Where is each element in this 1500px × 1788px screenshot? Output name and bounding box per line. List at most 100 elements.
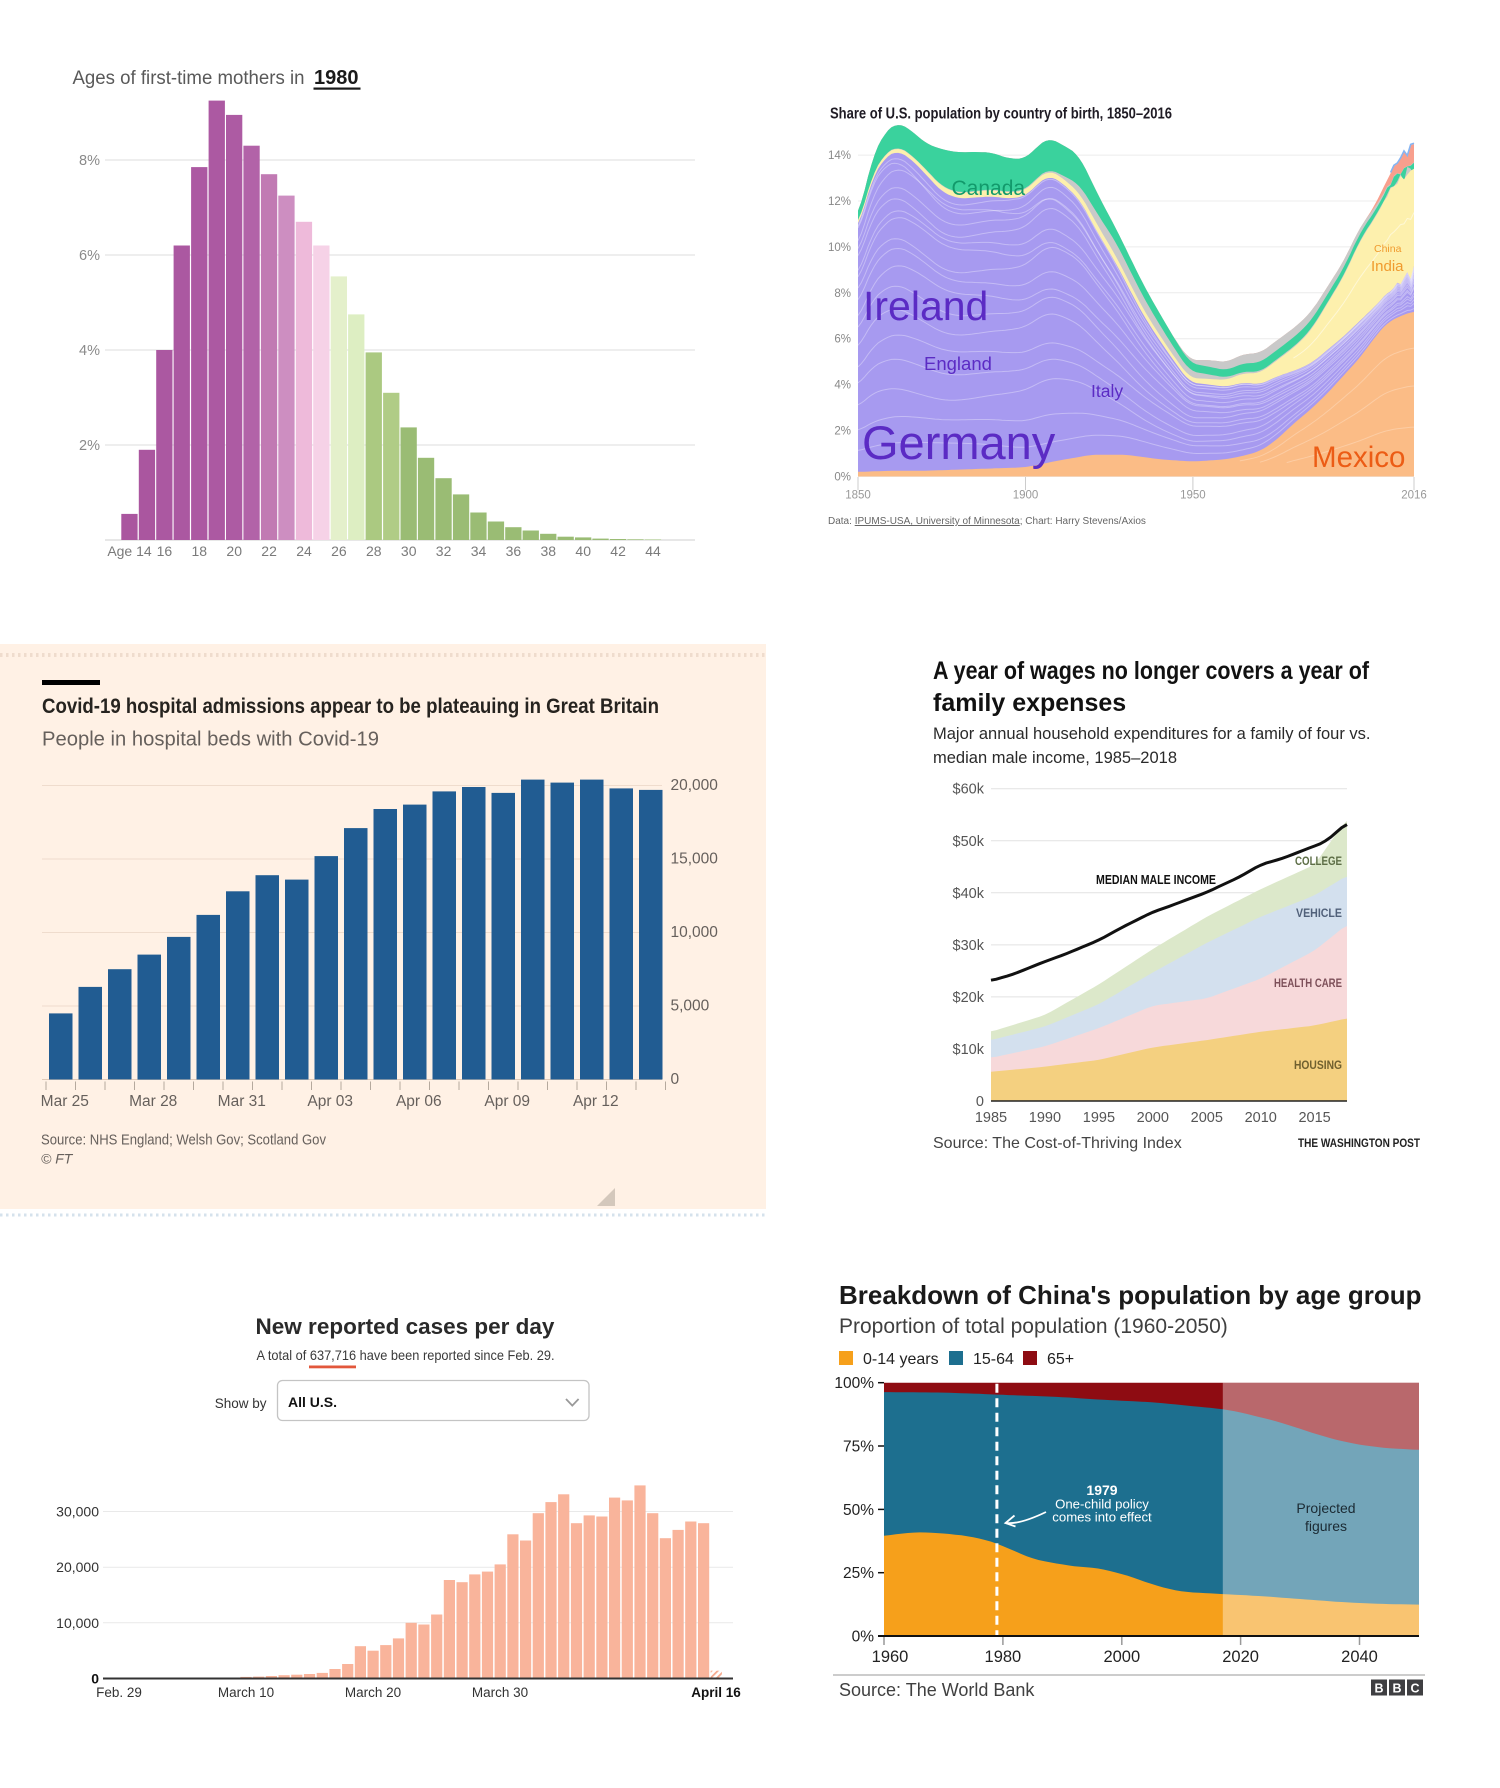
svg-text:26: 26 xyxy=(331,543,347,559)
svg-text:$10k: $10k xyxy=(953,1042,985,1058)
svg-text:1979: 1979 xyxy=(1086,1482,1117,1498)
svg-text:5,000: 5,000 xyxy=(671,998,710,1015)
svg-text:© FT: © FT xyxy=(41,1151,74,1167)
svg-text:A year of wages no longer cove: A year of wages no longer covers a year … xyxy=(933,657,1370,685)
svg-text:HOUSING: HOUSING xyxy=(1294,1060,1342,1072)
svg-text:Source: NHS England; Welsh Gov: Source: NHS England; Welsh Gov; Scotland… xyxy=(41,1133,327,1149)
svg-text:Projected: Projected xyxy=(1296,1500,1355,1516)
svg-text:March 30: March 30 xyxy=(472,1685,528,1700)
svg-text:China: China xyxy=(1374,243,1402,255)
svg-text:0: 0 xyxy=(91,1671,99,1687)
svg-text:New reported cases per day: New reported cases per day xyxy=(256,1314,555,1339)
svg-text:2040: 2040 xyxy=(1341,1648,1378,1666)
svg-text:8%: 8% xyxy=(79,153,100,169)
svg-text:34: 34 xyxy=(471,543,487,559)
svg-text:2000: 2000 xyxy=(1103,1648,1140,1666)
svg-text:100%: 100% xyxy=(834,1375,874,1392)
svg-text:Covid-19 hospital admissions a: Covid-19 hospital admissions appear to b… xyxy=(42,695,659,718)
svg-text:44: 44 xyxy=(645,543,661,559)
svg-text:2020: 2020 xyxy=(1222,1648,1259,1666)
svg-text:April 16: April 16 xyxy=(691,1685,741,1700)
svg-text:30,000: 30,000 xyxy=(56,1504,99,1520)
svg-text:1900: 1900 xyxy=(1013,490,1039,502)
svg-text:Mexico: Mexico xyxy=(1312,441,1405,474)
svg-text:8%: 8% xyxy=(834,288,851,300)
svg-text:All U.S.: All U.S. xyxy=(288,1394,337,1410)
svg-text:28: 28 xyxy=(366,543,382,559)
svg-text:comes into effect: comes into effect xyxy=(1052,1510,1152,1525)
svg-text:1980: 1980 xyxy=(314,67,359,89)
svg-text:10%: 10% xyxy=(828,242,851,254)
svg-text:figures: figures xyxy=(1305,1518,1347,1534)
svg-text:36: 36 xyxy=(506,543,522,559)
svg-text:Proportion of total population: Proportion of total population (1960-205… xyxy=(839,1315,1228,1338)
svg-text:2005: 2005 xyxy=(1191,1110,1223,1126)
svg-text:65+: 65+ xyxy=(1047,1351,1074,1368)
svg-text:Major annual household expendi: Major annual household expenditures for … xyxy=(933,725,1371,743)
svg-text:MEDIAN MALE INCOME: MEDIAN MALE INCOME xyxy=(1096,873,1216,887)
svg-text:0: 0 xyxy=(671,1071,680,1088)
svg-text:Italy: Italy xyxy=(1091,381,1123,401)
svg-text:People in hospital beds with C: People in hospital beds with Covid-19 xyxy=(42,728,379,751)
svg-text:Show by: Show by xyxy=(215,1396,267,1411)
svg-text:10,000: 10,000 xyxy=(56,1615,99,1631)
svg-text:30: 30 xyxy=(401,543,417,559)
svg-text:0%: 0% xyxy=(834,472,851,484)
svg-text:Canada: Canada xyxy=(952,177,1026,200)
svg-text:Apr 06: Apr 06 xyxy=(396,1093,442,1110)
svg-text:$20k: $20k xyxy=(953,990,985,1006)
svg-text:$60k: $60k xyxy=(953,782,985,798)
svg-text:One-child policy: One-child policy xyxy=(1055,1497,1149,1512)
svg-text:Mar 25: Mar 25 xyxy=(41,1093,89,1110)
svg-text:Age 14: Age 14 xyxy=(107,543,152,559)
svg-text:15,000: 15,000 xyxy=(671,851,719,868)
svg-text:COLLEGE: COLLEGE xyxy=(1295,856,1342,868)
svg-text:1990: 1990 xyxy=(1029,1110,1061,1126)
svg-text:B: B xyxy=(1392,1682,1401,1696)
svg-text:4%: 4% xyxy=(79,343,100,359)
svg-text:Apr 09: Apr 09 xyxy=(484,1093,530,1110)
svg-text:Source: The Cost-of-Thriving I: Source: The Cost-of-Thriving Index xyxy=(933,1135,1182,1152)
svg-text:0: 0 xyxy=(976,1094,984,1110)
svg-text:0-14 years: 0-14 years xyxy=(863,1351,939,1368)
svg-text:22: 22 xyxy=(261,543,277,559)
svg-text:6%: 6% xyxy=(834,334,851,346)
svg-text:HEALTH CARE: HEALTH CARE xyxy=(1274,978,1342,990)
svg-text:25%: 25% xyxy=(843,1565,874,1582)
svg-text:median male income, 1985–2018: median male income, 1985–2018 xyxy=(933,749,1177,767)
svg-text:Share of U.S. population by co: Share of U.S. population by country of b… xyxy=(830,106,1172,123)
svg-text:March 20: March 20 xyxy=(345,1685,401,1700)
svg-text:42: 42 xyxy=(610,543,626,559)
svg-text:32: 32 xyxy=(436,543,452,559)
svg-text:1960: 1960 xyxy=(872,1648,909,1666)
svg-text:Germany: Germany xyxy=(862,416,1056,469)
svg-text:Feb. 29: Feb. 29 xyxy=(96,1685,142,1700)
svg-text:24: 24 xyxy=(296,543,312,559)
svg-text:50%: 50% xyxy=(843,1502,874,1519)
svg-text:B: B xyxy=(1374,1682,1383,1696)
svg-text:England: England xyxy=(924,353,992,374)
svg-text:75%: 75% xyxy=(843,1439,874,1456)
svg-text:14%: 14% xyxy=(828,150,851,162)
svg-text:C: C xyxy=(1410,1682,1419,1696)
svg-text:VEHICLE: VEHICLE xyxy=(1296,908,1342,920)
svg-text:$50k: $50k xyxy=(953,834,985,850)
svg-text:Apr 12: Apr 12 xyxy=(573,1093,619,1110)
svg-text:2%: 2% xyxy=(834,426,851,438)
svg-text:12%: 12% xyxy=(828,196,851,208)
svg-text:India: India xyxy=(1371,258,1404,275)
svg-text:March 10: March 10 xyxy=(218,1685,274,1700)
svg-text:Ireland: Ireland xyxy=(863,283,988,329)
svg-text:2%: 2% xyxy=(79,438,100,454)
svg-text:2010: 2010 xyxy=(1245,1110,1277,1126)
svg-text:1995: 1995 xyxy=(1083,1110,1115,1126)
svg-text:20,000: 20,000 xyxy=(671,777,719,794)
svg-text:2000: 2000 xyxy=(1137,1110,1169,1126)
svg-text:20,000: 20,000 xyxy=(56,1559,99,1575)
svg-text:Breakdown of China's populatio: Breakdown of China's population by age g… xyxy=(839,1280,1422,1310)
svg-text:20: 20 xyxy=(226,543,242,559)
svg-text:0%: 0% xyxy=(852,1629,875,1646)
svg-text:10,000: 10,000 xyxy=(671,924,719,941)
svg-text:Mar 28: Mar 28 xyxy=(129,1093,177,1110)
svg-text:2016: 2016 xyxy=(1401,490,1427,502)
